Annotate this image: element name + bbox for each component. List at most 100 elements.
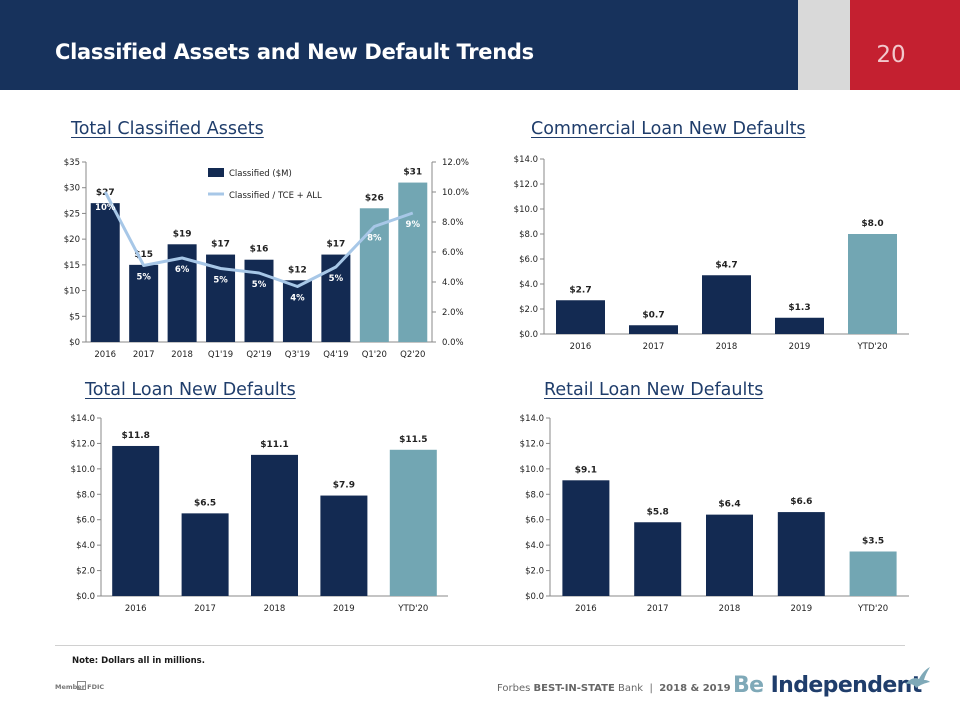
bar-value-label: $19 — [173, 229, 192, 239]
bar-value-label: $26 — [365, 193, 384, 203]
x-tick-label: Q2'19 — [246, 350, 271, 360]
bar — [282, 280, 312, 342]
y2-tick-label: 8.0% — [442, 218, 464, 228]
bar-value-label: $6.6 — [790, 497, 812, 507]
y2-tick-label: 4.0% — [442, 278, 464, 288]
legend-label-line: Classified / TCE + ALL — [229, 191, 322, 201]
y2-tick-label: 10.0% — [442, 188, 469, 198]
bar — [90, 203, 120, 342]
x-tick-label: Q1'20 — [362, 350, 387, 360]
x-tick-label: YTD'20 — [857, 604, 888, 614]
x-tick-label: 2016 — [570, 342, 592, 352]
x-tick-label: YTD'20 — [856, 342, 887, 352]
y-tick-label: $6.0 — [76, 516, 95, 526]
x-tick-label: 2017 — [643, 342, 665, 352]
y2-tick-label: 12.0% — [442, 158, 469, 168]
y-tick-label: $25 — [64, 209, 80, 219]
bar — [777, 512, 825, 596]
footnote: Note: Dollars all in millions. — [72, 656, 205, 666]
ratio-label: 5% — [329, 274, 344, 284]
y-tick-label: $8.0 — [525, 490, 544, 500]
bar-value-label: $2.7 — [569, 285, 591, 295]
bar-value-label: $11.1 — [260, 440, 288, 450]
ratio-label: 5% — [213, 276, 228, 286]
legend-label-bar: Classified ($M) — [229, 169, 292, 179]
page-title: Classified Assets and New Default Trends — [55, 40, 534, 64]
y-tick-label: $8.0 — [76, 490, 95, 500]
y-tick-label: $0.0 — [525, 592, 544, 602]
bar-value-label: $11.5 — [399, 435, 427, 445]
forbes-award: Forbes BEST-IN-STATE Bank | 2018 & 2019 — [497, 683, 731, 694]
y-tick-label: $5 — [69, 312, 80, 322]
bar — [629, 325, 678, 334]
bar-value-label: $5.8 — [647, 507, 669, 517]
bar — [389, 449, 437, 596]
y-tick-label: $35 — [64, 158, 80, 168]
ratio-label: 5% — [252, 280, 267, 290]
y-tick-label: $4.0 — [76, 541, 95, 551]
y-tick-label: $12.0 — [520, 439, 544, 449]
bar — [562, 480, 610, 596]
brand-independent: Independent — [770, 673, 923, 698]
ratio-label: 9% — [406, 220, 421, 230]
y2-tick-label: 0.0% — [442, 338, 464, 348]
bar — [251, 454, 298, 596]
bar — [320, 495, 368, 596]
brand-logo: Be Independent — [733, 673, 922, 698]
commercial-chart-title: Commercial Loan New Defaults — [531, 119, 806, 139]
bar-value-label: $7.9 — [333, 481, 355, 491]
bar — [321, 254, 351, 342]
bar-value-label: $17 — [326, 240, 345, 250]
y-tick-label: $14.0 — [514, 155, 538, 165]
forbes-years: 2018 & 2019 — [659, 683, 731, 694]
y-tick-label: $10.0 — [514, 205, 538, 215]
y-tick-label: $6.0 — [525, 516, 544, 526]
bar-value-label: $11.8 — [121, 431, 149, 441]
x-tick-label: 2017 — [647, 604, 669, 614]
bar — [702, 275, 751, 334]
x-tick-label: 2019 — [789, 342, 811, 352]
bar — [556, 300, 605, 334]
x-tick-label: 2019 — [333, 604, 355, 614]
fdic-logo: Member FDIC — [55, 683, 105, 691]
bar — [849, 551, 897, 596]
header-red-block — [850, 0, 960, 90]
x-tick-label: 2018 — [716, 342, 738, 352]
y-tick-label: $0.0 — [519, 330, 538, 340]
y-tick-label: $12.0 — [71, 439, 95, 449]
bar-value-label: $15 — [134, 250, 153, 260]
x-tick-label: Q2'20 — [400, 350, 425, 360]
bar — [181, 513, 229, 596]
ratio-label: 10% — [95, 203, 116, 213]
x-tick-label: 2018 — [264, 604, 286, 614]
y-tick-label: $12.0 — [514, 180, 538, 190]
x-tick-label: 2016 — [125, 604, 147, 614]
y2-tick-label: 2.0% — [442, 308, 464, 318]
x-tick-label: YTD'20 — [397, 604, 428, 614]
x-tick-label: 2017 — [133, 350, 155, 360]
ratio-label: 6% — [175, 265, 190, 275]
y-tick-label: $0 — [69, 338, 80, 348]
bird-logo-icon — [905, 667, 930, 688]
bar — [398, 182, 428, 342]
bar-value-label: $16 — [250, 245, 269, 255]
header-gray-block — [798, 0, 850, 90]
y-tick-label: $10.0 — [71, 465, 95, 475]
forbes-suffix: Bank — [617, 683, 644, 694]
y-tick-label: $30 — [64, 184, 80, 194]
page-number: 20 — [876, 42, 906, 68]
bar — [775, 317, 824, 334]
y-tick-label: $2.0 — [519, 305, 538, 315]
y-tick-label: $14.0 — [520, 414, 544, 424]
bar-value-label: $4.7 — [715, 260, 737, 270]
retail-chart-title: Retail Loan New Defaults — [544, 380, 764, 400]
x-tick-label: Q1'19 — [208, 350, 233, 360]
legend-swatch-bar — [208, 168, 224, 177]
y-tick-label: $2.0 — [76, 567, 95, 577]
y-tick-label: $0.0 — [76, 592, 95, 602]
bar-value-label: $17 — [211, 240, 230, 250]
